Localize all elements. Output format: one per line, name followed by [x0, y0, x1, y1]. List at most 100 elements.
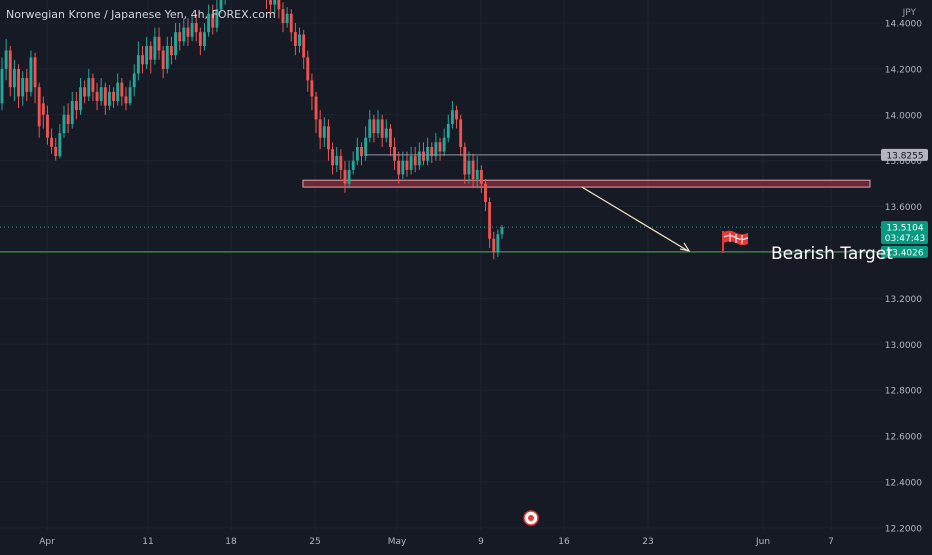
candle	[327, 119, 330, 160]
y-tick-label: 12.2000	[885, 524, 922, 534]
candle-body	[34, 57, 37, 87]
candle	[393, 138, 396, 170]
candle-body	[455, 110, 458, 119]
candle	[91, 73, 94, 101]
candle-body	[96, 92, 99, 101]
candle	[335, 147, 338, 172]
y-tick-label: 14.0000	[885, 111, 922, 121]
candle-body	[269, 0, 272, 5]
candle-body	[459, 119, 462, 147]
candle	[385, 119, 388, 142]
candle	[360, 142, 363, 165]
candle-body	[277, 0, 280, 9]
candle-body	[120, 83, 123, 97]
candle-body	[310, 80, 313, 96]
candle	[166, 37, 169, 74]
candle	[443, 129, 446, 157]
candle	[108, 85, 111, 110]
candle-body	[397, 161, 400, 175]
supply-zone	[303, 180, 870, 187]
candle-body	[91, 78, 94, 92]
candle	[112, 87, 115, 108]
candle-body	[42, 103, 45, 114]
candle	[178, 23, 181, 51]
candle-body	[306, 57, 309, 80]
candle-body	[501, 227, 504, 234]
price-axis[interactable]: 14.400014.200014.000013.800013.600013.40…	[881, 20, 928, 535]
candle	[414, 147, 417, 172]
candle-body	[83, 87, 86, 96]
candle-body	[447, 124, 450, 138]
candle-body	[356, 147, 359, 161]
event-marker-icon	[524, 511, 538, 525]
candle-body	[323, 126, 326, 137]
candle-body	[439, 142, 442, 151]
candle-body	[385, 129, 388, 138]
x-tick-label: 11	[142, 537, 153, 547]
candle-body	[112, 92, 115, 101]
candle	[54, 138, 57, 161]
candle-body	[87, 78, 90, 96]
candle	[21, 71, 24, 105]
y-tick-label: 14.2000	[885, 65, 922, 75]
candle-body	[178, 32, 181, 41]
candle	[170, 37, 173, 65]
candle-body	[166, 46, 169, 69]
y-tick-label: 12.8000	[885, 387, 922, 397]
candle-body	[13, 69, 16, 87]
candle-body	[75, 101, 78, 110]
flag-icon	[723, 231, 748, 253]
y-tick-label: 13.0000	[885, 341, 922, 351]
candle-body	[414, 156, 417, 165]
current-price-text: 13.5104	[886, 224, 923, 234]
candle	[372, 115, 375, 143]
x-tick-label: 9	[478, 537, 484, 547]
candle	[352, 152, 355, 175]
candle-body	[372, 119, 375, 133]
candle-body	[79, 87, 82, 110]
candle	[58, 124, 61, 158]
candle-body	[422, 152, 425, 161]
candle-body	[191, 23, 194, 37]
candle	[463, 142, 466, 183]
candle-body	[393, 147, 396, 161]
candle	[5, 39, 8, 80]
candle	[203, 23, 206, 51]
candle-body	[273, 0, 276, 5]
candle	[467, 152, 470, 184]
candle	[116, 73, 119, 105]
candle-body	[153, 37, 156, 60]
candle	[224, 0, 227, 5]
candle-body	[282, 9, 285, 23]
candle	[381, 115, 384, 147]
candle	[17, 64, 20, 108]
x-tick-label: Jun	[755, 537, 770, 547]
candle	[13, 60, 16, 101]
candle	[137, 41, 140, 80]
x-tick-label: 18	[225, 537, 237, 547]
candle-body	[352, 161, 355, 170]
candle	[439, 138, 442, 161]
candle-body	[302, 34, 305, 57]
supply-zone-layer	[303, 180, 870, 187]
candle	[294, 23, 297, 55]
candle-body	[137, 55, 140, 73]
candle	[480, 165, 483, 193]
resistance-price-label: 13.8255	[881, 149, 928, 162]
symbol-title[interactable]: Norwegian Krone / Japanese Yen, 4h, FORE…	[6, 8, 276, 21]
candle	[298, 28, 301, 53]
y-tick-label: 13.6000	[885, 203, 922, 213]
x-tick-label: Apr	[39, 537, 55, 547]
x-tick-label: 23	[642, 537, 653, 547]
candle	[430, 142, 433, 163]
candle	[282, 2, 285, 32]
candle-body	[203, 32, 206, 46]
candle	[451, 101, 454, 129]
candle	[25, 69, 28, 101]
candle-body	[381, 119, 384, 137]
candle-body	[25, 78, 28, 92]
candle-body	[29, 57, 32, 91]
